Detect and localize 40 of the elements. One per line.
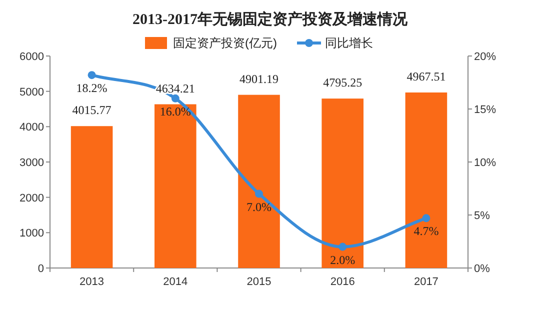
bar bbox=[70, 126, 113, 268]
y-tick-label: 2000 bbox=[20, 192, 44, 204]
data-label: 4967.51 bbox=[406, 69, 446, 84]
data-label: 4015.77 bbox=[72, 103, 112, 118]
data-label: 7.0% bbox=[246, 200, 272, 214]
point bbox=[88, 71, 96, 80]
y2-tick-label: 0% bbox=[474, 263, 490, 275]
point bbox=[255, 190, 263, 198]
y2-tick-label: 15% bbox=[474, 104, 496, 116]
y2-tick-label: 10% bbox=[474, 157, 496, 169]
bar bbox=[154, 104, 196, 268]
y-tick-label: 1000 bbox=[20, 228, 44, 240]
x-tick-label: 2014 bbox=[163, 276, 188, 288]
x-tick-label: 2015 bbox=[246, 276, 272, 288]
data-label: 4901.19 bbox=[240, 72, 278, 86]
point bbox=[422, 214, 430, 222]
y2-tick-label: 20% bbox=[474, 51, 496, 63]
data-label: 2.0% bbox=[330, 252, 356, 267]
legend-label: 同比增长 bbox=[325, 36, 373, 50]
point bbox=[338, 242, 347, 251]
y-tick-label: 0 bbox=[38, 263, 44, 275]
x-tick-label: 2013 bbox=[80, 276, 104, 288]
data-label: 18.2% bbox=[76, 81, 108, 96]
y2-tick-label: 5% bbox=[474, 210, 490, 222]
point bbox=[171, 94, 180, 102]
y-tick-label: 3000 bbox=[20, 157, 44, 169]
data-label: 4795.25 bbox=[323, 76, 362, 90]
data-label: 4.7% bbox=[414, 224, 439, 238]
chart-title: 2013-2017年无锡固定资产投资及增速情况 bbox=[132, 10, 408, 28]
data-label: 4634.21 bbox=[156, 81, 195, 96]
y-tick-label: 4000 bbox=[20, 122, 44, 134]
data-label: 16.0% bbox=[160, 104, 191, 118]
x-tick-label: 2017 bbox=[414, 276, 438, 288]
y-tick-label: 5000 bbox=[20, 86, 44, 98]
bar bbox=[405, 92, 448, 268]
x-tick-label: 2016 bbox=[330, 276, 355, 288]
y-tick-label: 6000 bbox=[20, 51, 44, 63]
legend-label: 固定资产投资(亿元) bbox=[173, 36, 277, 50]
bar bbox=[238, 94, 280, 268]
bar bbox=[322, 98, 364, 268]
